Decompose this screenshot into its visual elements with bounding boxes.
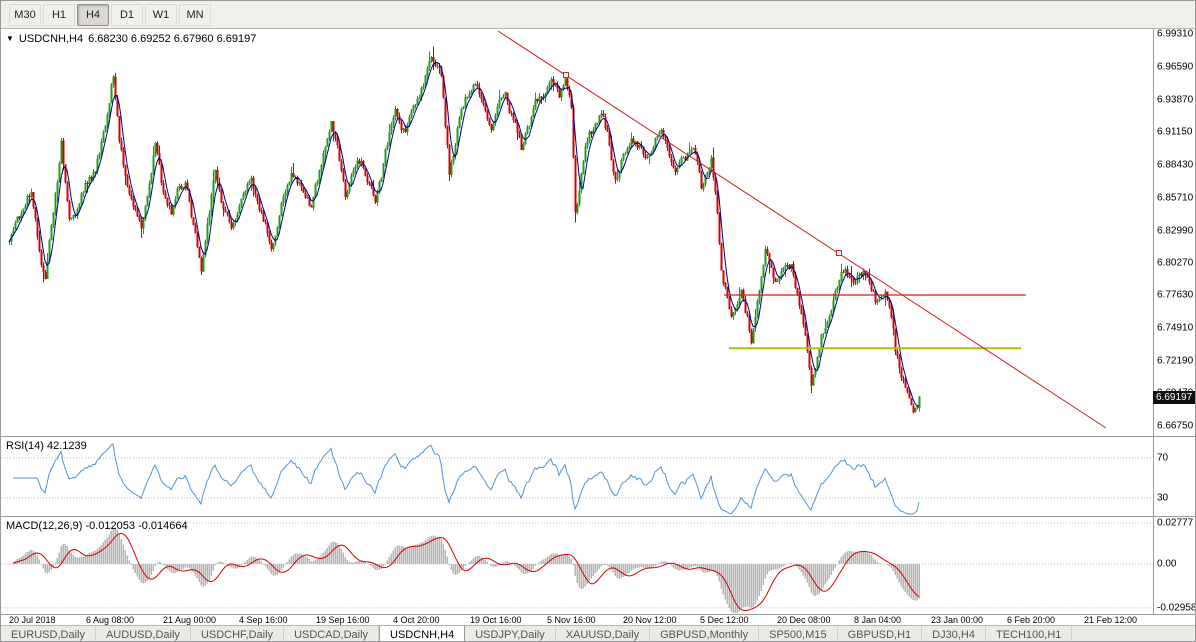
- timeframe-button[interactable]: H1: [43, 3, 75, 26]
- price-tick-label: 6.93870: [1157, 94, 1194, 105]
- current-price-badge: 6.69197: [1153, 391, 1195, 404]
- rsi-label: RSI(14) 42.1239: [6, 440, 87, 452]
- time-axis-label: 6 Feb 20:00: [1007, 615, 1056, 625]
- chart-tab[interactable]: TECH100,H1: [986, 626, 1073, 641]
- price-tick-label: 6.77630: [1157, 289, 1194, 301]
- price-tick-label: 6.66750: [1157, 420, 1194, 432]
- chart-dropdown-icon: ▼: [6, 34, 14, 43]
- chart-tab[interactable]: XAUUSD,Daily: [556, 626, 651, 641]
- timeframe-button[interactable]: MN: [179, 3, 211, 26]
- macd-tick-label: 0.02777: [1157, 517, 1194, 529]
- chart-tab[interactable]: GBPUSD,H1: [838, 626, 923, 641]
- rsi-chart-canvas[interactable]: [1, 437, 1153, 516]
- time-axis-label: 21 Aug 00:00: [163, 615, 217, 625]
- time-axis-label: 8 Jan 04:00: [854, 615, 902, 625]
- time-axis-label: 5 Nov 16:00: [547, 615, 596, 625]
- time-axis-label: 20 Jul 2018: [9, 615, 56, 625]
- candlestick-chart-canvas[interactable]: [1, 29, 1153, 436]
- time-axis-label: 6 Aug 08:00: [86, 615, 135, 625]
- chart-tab[interactable]: USDCAD,Daily: [284, 626, 380, 641]
- time-axis-label: 5 Dec 12:00: [700, 615, 749, 625]
- timeframe-button[interactable]: H4: [77, 3, 109, 26]
- chart-tab[interactable]: SP500,M15: [759, 626, 838, 641]
- rsi-indicator-panel[interactable]: RSI(14) 42.1239 70 30: [1, 437, 1195, 517]
- chart-tab[interactable]: AUDUSD,Daily: [96, 626, 191, 641]
- time-axis-label: 4 Sep 16:00: [239, 615, 288, 625]
- time-axis-label: 21 Feb 12:00: [1084, 615, 1138, 625]
- price-tick-label: 6.85710: [1157, 192, 1194, 204]
- chart-tab[interactable]: EURUSD,Daily: [1, 626, 96, 641]
- chart-tab[interactable]: USDCHF,Daily: [191, 626, 285, 641]
- timeframe-button[interactable]: M30: [9, 3, 41, 26]
- macd-label: MACD(12,26,9) -0.012053 -0.014664: [6, 520, 188, 532]
- timeframe-toolbar: M30 H1 H4 D1 W1 MN: [1, 1, 1195, 29]
- price-tick-label: 6.99310: [1157, 28, 1194, 40]
- rsi-level-label: 70: [1157, 452, 1169, 464]
- time-axis-label: 20 Dec 08:00: [777, 615, 831, 625]
- chart-title: ▼ USDCNH,H4 6.68230 6.69252 6.67960 6.69…: [6, 33, 256, 45]
- time-axis-label: 19 Sep 16:00: [316, 615, 370, 625]
- rsi-level-label: 30: [1157, 492, 1169, 504]
- time-axis: 20 Jul 2018 6 Aug 08:00 21 Aug 00:00 4 Sep …: [1, 615, 1195, 625]
- price-tick-label: 6.88430: [1157, 159, 1194, 171]
- macd-indicator-panel[interactable]: MACD(12,26,9) -0.012053 -0.014664 0.0277…: [1, 517, 1196, 615]
- macd-tick-label: 0.00: [1157, 558, 1177, 570]
- time-axis-label: 4 Oct 20:00: [393, 615, 440, 625]
- macd-axis: 0.02777 0.00 -0.02958: [1153, 517, 1196, 614]
- rsi-axis: 70 30: [1153, 437, 1195, 516]
- price-tick-label: 6.80270: [1157, 257, 1194, 269]
- price-tick-label: 6.91150: [1157, 126, 1193, 138]
- time-axis-label: 20 Nov 12:00: [623, 615, 677, 625]
- macd-chart-canvas[interactable]: [1, 517, 1153, 614]
- chart-tab[interactable]: USDJPY,Daily: [465, 626, 556, 641]
- price-tick-label: 6.82990: [1157, 225, 1194, 236]
- chart-tabbar: EURUSD,Daily AUDUSD,Daily USDCHF,Daily USDC…: [1, 625, 1195, 641]
- price-tick-label: 6.74910: [1157, 322, 1194, 334]
- chart-tab[interactable]: GBPUSD,Monthly: [650, 626, 760, 641]
- chart-ohlc-values: 6.68230 6.69252 6.67960 6.69197: [88, 33, 257, 45]
- time-axis-label: 19 Oct 16:00: [470, 615, 522, 625]
- chart-tab[interactable]: USDCNH,H4: [379, 626, 466, 641]
- timeframe-button[interactable]: D1: [111, 3, 143, 26]
- price-tick-label: 6.72190: [1157, 355, 1194, 366]
- price-axis: 6.99310 6.96590 6.93870 6.91150 6.88430 6.857…: [1153, 28, 1195, 436]
- price-tick-label: 6.96590: [1157, 61, 1194, 73]
- timeframe-button[interactable]: W1: [145, 3, 177, 26]
- main-chart-panel[interactable]: ▼ USDCNH,H4 6.68230 6.69252 6.67960 6.69…: [1, 28, 1195, 437]
- chart-symbol-label: USDCNH,H4: [18, 33, 84, 45]
- time-axis-label: 23 Jan 00:00: [931, 615, 984, 625]
- macd-tick-label: -0.02958: [1157, 602, 1196, 614]
- chart-tab[interactable]: DJ30,H4: [922, 626, 986, 641]
